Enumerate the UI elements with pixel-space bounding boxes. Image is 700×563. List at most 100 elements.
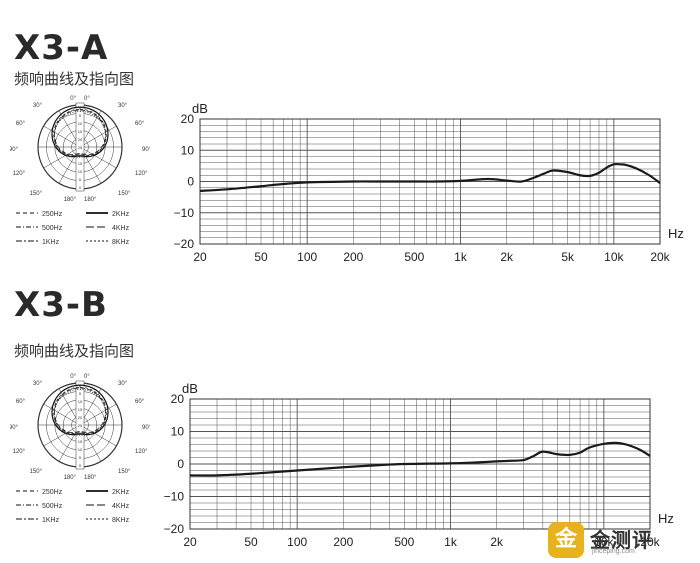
polar-angle-label: 120° [135,171,148,177]
response-curve [189,441,651,477]
y-tick-label: −20 [164,522,185,536]
polar-angle-label: 180° [64,197,77,202]
model-title: X3-A [14,28,109,68]
polar-angle-label: 0° [70,96,76,102]
polar-pattern-curve [51,106,109,158]
y-tick-label: 0 [177,457,184,471]
polar-angle-label: 150° [118,469,131,475]
legend-label: 250Hz [42,489,63,496]
x-tick-label: 2k [490,535,504,549]
panel-x3-b: X3-B 频响曲线及指向图 0 5 10 15 20 25 20 15 10 5 0 0° 0° 30° 3… [0,280,700,563]
polar-legend: 250Hz 2KHz 500Hz 4KHz 1KHz 8KHz [16,211,130,246]
response-curve [199,162,661,192]
polar-db-label: 10 [78,169,83,174]
polar-angle-label: 30° [118,103,128,109]
polar-angle-label: 120° [135,449,148,455]
polar-db-label: 10 [78,399,83,404]
chart-grid [189,398,651,530]
plot-frame [199,118,661,245]
polar-db-label: 0 [79,463,82,468]
x-tick-label: 100 [287,535,307,549]
polar-db-label: 15 [78,129,83,134]
polar-spoke [43,146,81,169]
legend-label: 2KHz [112,211,130,218]
polar-db-label: 20 [78,415,83,420]
legend-label: 500Hz [42,225,63,232]
polar-spoke [43,424,81,447]
y-tick-label: 0 [187,175,194,189]
polar-angle-label: 120° [13,171,26,177]
polar-db-label: 25 [78,423,83,428]
y-axis-label: dB [182,381,198,396]
model-title: X3-B [14,285,108,325]
watermark-badge: 金 [548,522,584,558]
polar-angle-label: 60° [16,399,26,405]
polar-db-label: 25 [78,145,83,150]
polar-angle-label: 30° [33,103,43,109]
polar-db-label: 10 [78,121,83,126]
x-tick-label: 200 [343,250,363,264]
polar-spoke [79,424,117,447]
polar-spoke [79,403,117,426]
polar-angle-label: 150° [30,191,43,197]
y-tick-label: 10 [171,425,185,439]
x-axis-label: Hz [658,511,674,526]
y-tick-label: 20 [181,112,195,126]
y-tick-label: −10 [164,490,185,504]
y-tick-label: −20 [174,237,195,251]
polar-angle-label: 90° [142,425,150,431]
legend-label: 2KHz [112,489,130,496]
polar-angle-label: 30° [118,381,128,387]
legend-label: 1KHz [42,517,60,524]
polar-pattern-curve [53,386,107,434]
legend-label: 4KHz [112,225,130,232]
polar-db-label: 15 [78,161,83,166]
polar-db-label: 5 [79,455,82,460]
y-axis-label: dB [192,101,208,116]
polar-pattern-curve [53,108,107,156]
polar-angle-label: 60° [135,399,145,405]
polar-db-label: 0 [79,185,82,190]
x-tick-label: 20 [183,535,197,549]
y-tick-label: 10 [181,143,195,157]
polar-spoke [43,125,81,148]
x-tick-label: 20 [193,250,207,264]
legend-label: 8KHz [112,239,130,246]
x-tick-label: 500 [404,250,424,264]
x-tick-label: 1k [444,535,458,549]
polar-angle-label: 30° [33,381,43,387]
watermark-url: jinceping.com [592,548,635,555]
polar-angle-label: 150° [30,469,43,475]
polar-pattern-curve [54,109,106,155]
section-subtitle: 频响曲线及指向图 [14,342,135,360]
polar-angle-label: 0° [84,374,90,380]
polar-angle-label: 120° [13,449,26,455]
x-tick-label: 20k [650,250,670,264]
x-tick-label: 1k [454,250,468,264]
polar-scale-strip [75,380,85,470]
polar-db-label: 5 [79,391,82,396]
watermark-text: 金测评 [590,528,653,552]
x-tick-label: 50 [254,250,268,264]
x-tick-label: 20k [640,535,660,549]
polar-angle-label: 60° [16,121,26,127]
x-tick-label: 2k [500,250,514,264]
x-tick-label: 10k [604,250,624,264]
y-tick-label: 20 [171,392,185,406]
polar-db-label: 5 [79,177,82,182]
legend-label: 8KHz [112,517,130,524]
polar-angle-label: 0° [70,374,76,380]
x-tick-label: 200 [333,535,353,549]
y-tick-label: −10 [174,206,195,220]
polar-db-label: 15 [78,439,83,444]
polar-spoke [79,125,117,148]
legend-label: 250Hz [42,211,63,218]
polar-angle-label: 0° [84,96,90,102]
legend-label: 500Hz [42,503,63,510]
polar-db-label: 15 [78,407,83,412]
x-tick-label: 5k [561,250,575,264]
polar-pattern-curve [51,384,109,436]
